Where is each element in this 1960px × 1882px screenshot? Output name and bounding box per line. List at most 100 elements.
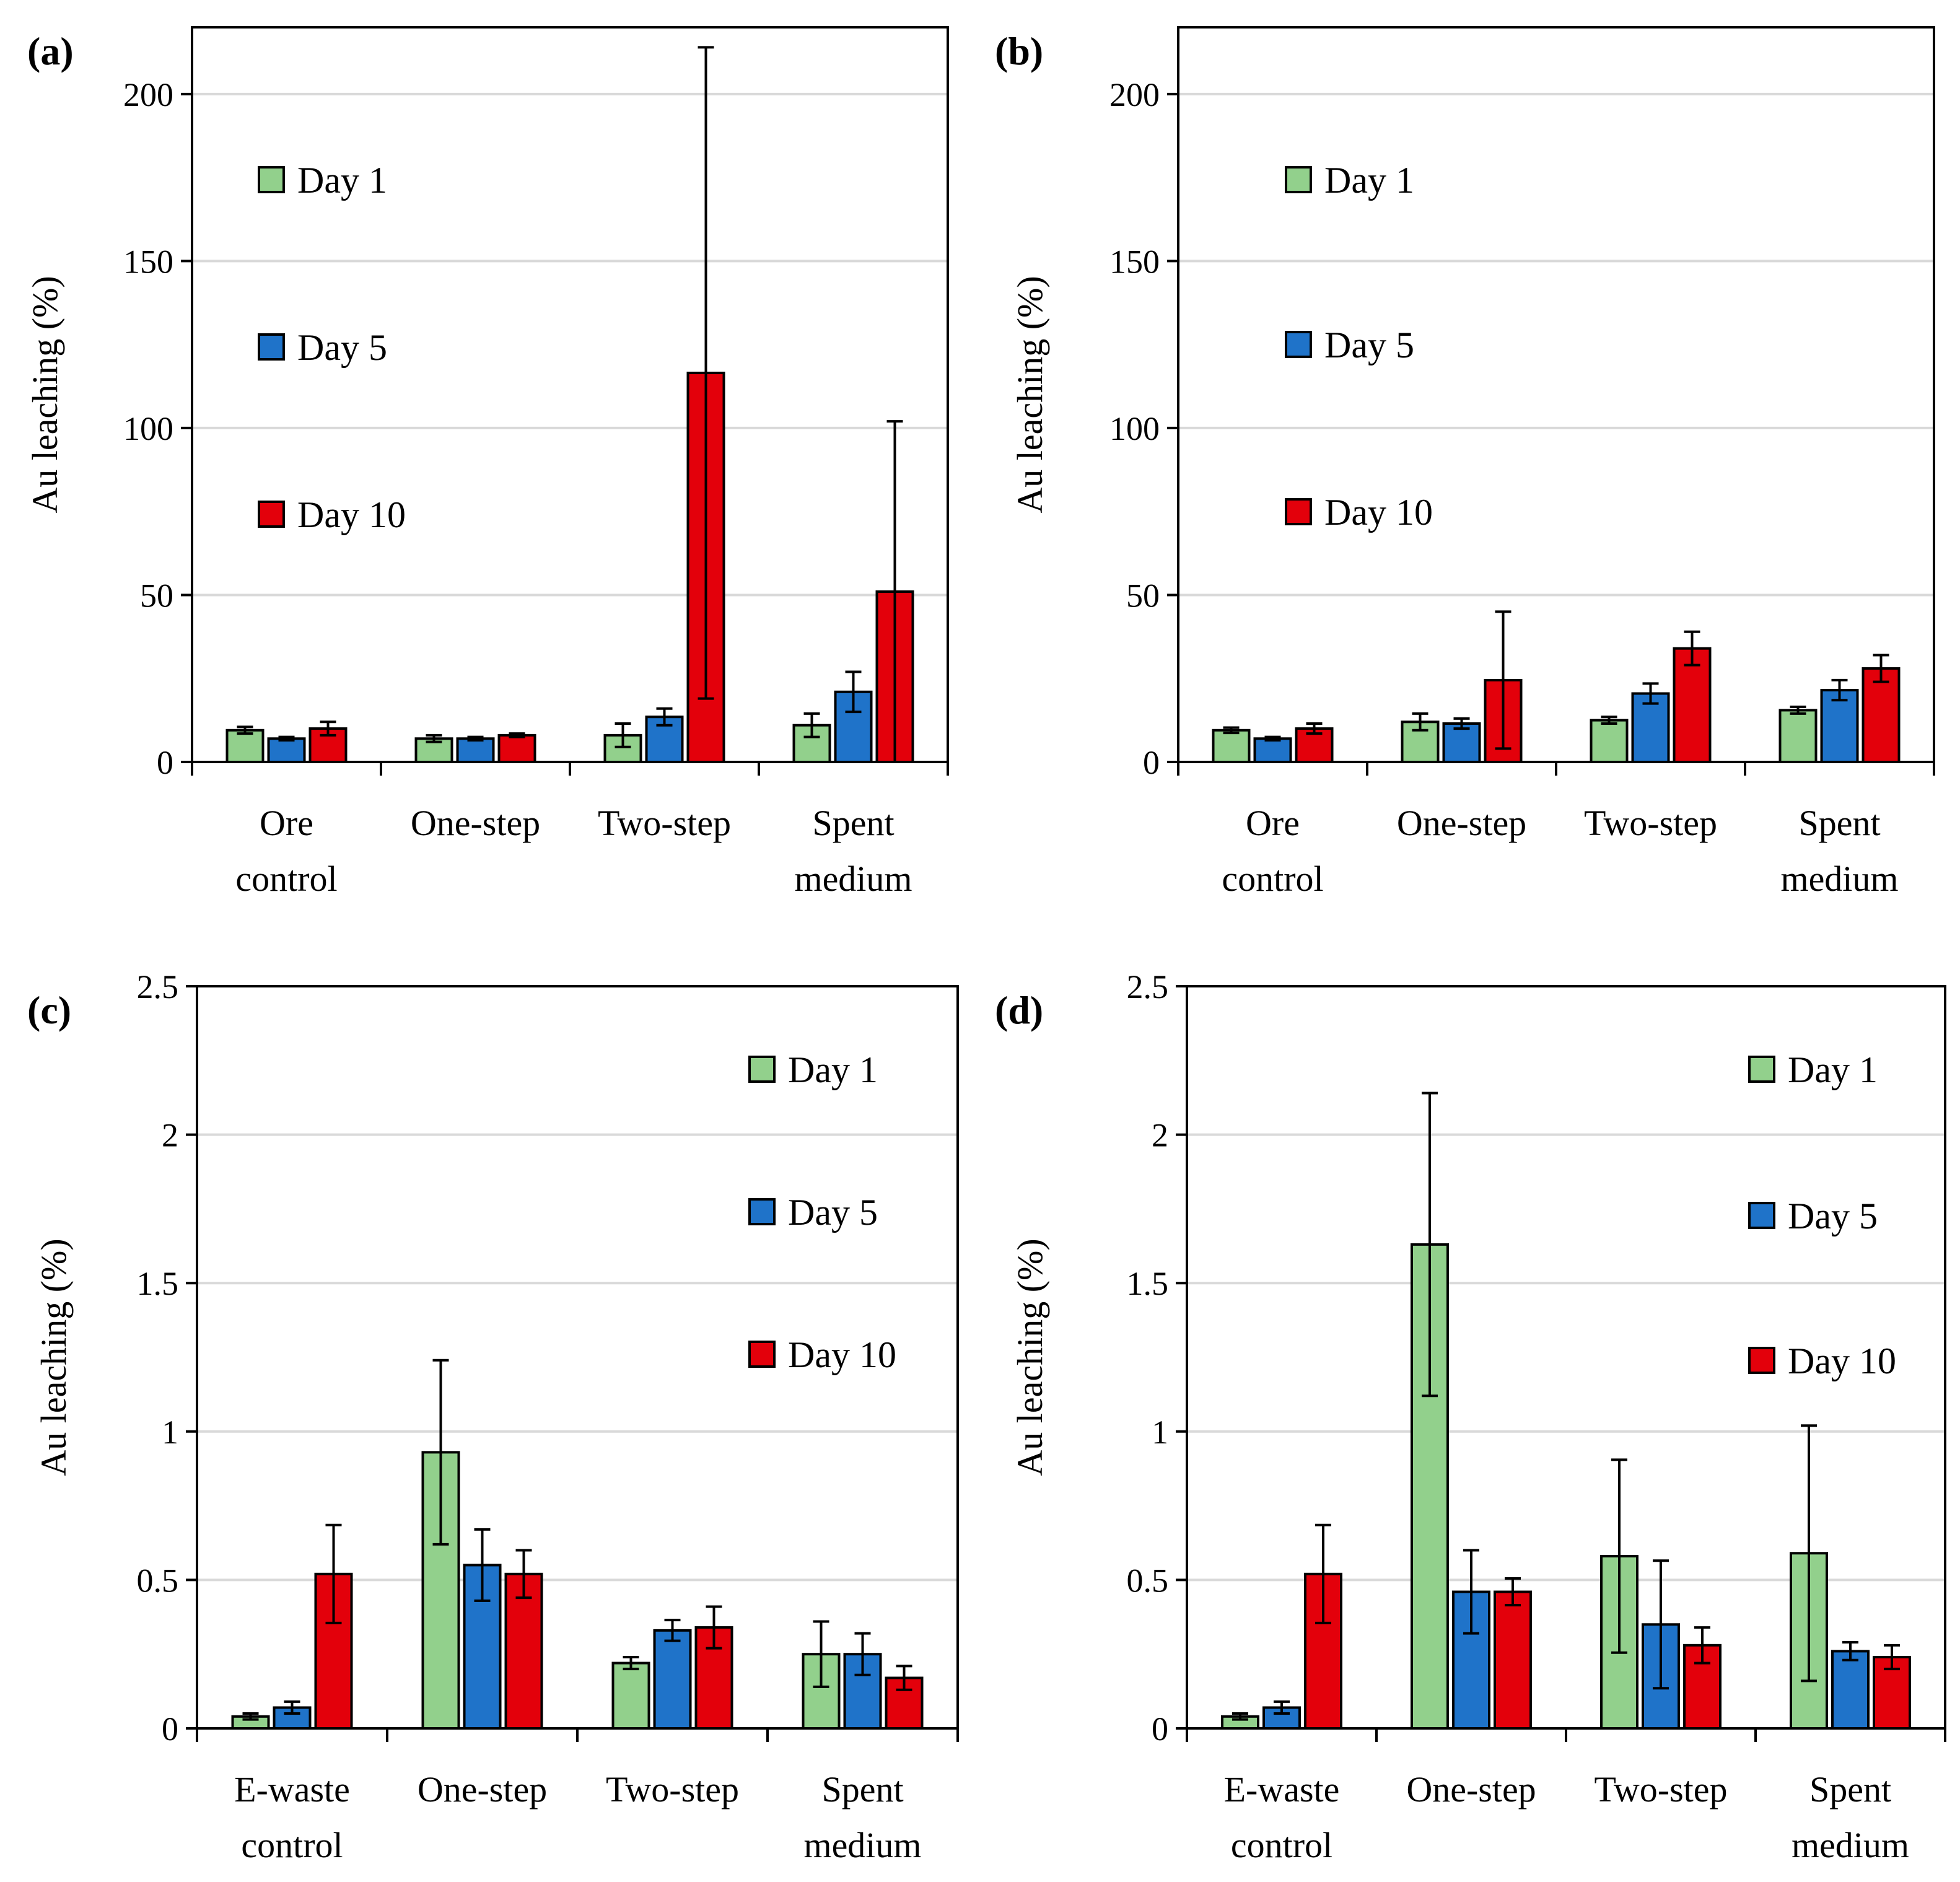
bar-day-5 <box>267 737 306 764</box>
bar-day-5 <box>1820 689 1859 764</box>
legend-swatch-day-5 <box>748 1198 776 1225</box>
category-label: medium <box>1792 1825 1909 1865</box>
legend-label: Day 1 <box>1324 160 1414 201</box>
y-tick-label: 200 <box>123 76 173 113</box>
legend-label: Day 5 <box>788 1192 878 1233</box>
bar-day-1 <box>1411 1243 1449 1730</box>
y-tick-label: 150 <box>1109 243 1160 280</box>
legend-label: Day 5 <box>1324 325 1414 365</box>
bar-day-10 <box>504 1572 543 1730</box>
y-axis-title: Au leaching (%) <box>33 1238 74 1476</box>
category-label: Two-step <box>598 803 731 843</box>
category-label: medium <box>803 1825 921 1865</box>
legend-label: Day 1 <box>788 1049 878 1090</box>
category-label: medium <box>794 859 912 899</box>
legend-swatch-day-5 <box>1285 331 1312 358</box>
y-tick-label: 100 <box>1109 410 1160 447</box>
legend-swatch-day-10 <box>1285 498 1312 525</box>
legend-label: Day 5 <box>1788 1196 1878 1236</box>
y-tick-label: 50 <box>1126 577 1160 614</box>
bar-day-1 <box>225 729 265 764</box>
panel-label: (b) <box>995 29 1043 73</box>
category-label: control <box>241 1825 343 1865</box>
legend-swatch-day-5 <box>1748 1202 1775 1229</box>
legend-swatch-day-10 <box>748 1341 776 1368</box>
y-tick-label: 0 <box>1143 744 1160 781</box>
panel-b: 0 50 100 150 200 Ore control One-step Two-step Sp… <box>995 26 1935 899</box>
category-label: Ore <box>1246 803 1300 843</box>
panel-d: 0 0.5 1 1.5 2 2.5 E-waste control One-step Two-st… <box>995 968 1946 1865</box>
bar-day-10 <box>1873 1655 1911 1730</box>
legend-swatch-day-1 <box>1748 1056 1775 1083</box>
legend-swatch-day-1 <box>258 166 285 193</box>
legend-swatch-day-5 <box>258 333 285 361</box>
category-label: Spent <box>821 1769 903 1810</box>
plot-frame <box>1177 26 1935 763</box>
category-label: Ore <box>260 803 313 843</box>
bar-day-5 <box>1262 1706 1301 1730</box>
y-axis-title: Au leaching (%) <box>25 276 65 513</box>
y-tick-label: 1 <box>1152 1414 1168 1451</box>
y-tick-label: 1.5 <box>137 1265 179 1302</box>
bar-day-10 <box>1862 667 1901 764</box>
legend-label: Day 5 <box>297 327 387 368</box>
y-tick-label: 200 <box>1109 76 1160 113</box>
legend-label: Day 10 <box>1788 1341 1896 1381</box>
plot-frame <box>191 26 949 763</box>
category-label: Spent <box>812 803 894 843</box>
category-label: One-step <box>418 1769 547 1810</box>
y-axis-title: Au leaching (%) <box>1010 1238 1050 1476</box>
panel-label: (c) <box>27 988 71 1032</box>
bar-day-5 <box>1442 722 1481 763</box>
category-label: One-step <box>411 803 540 843</box>
bar-day-1 <box>611 1661 650 1730</box>
y-tick-label: 0.5 <box>137 1562 179 1599</box>
y-tick-label: 0.5 <box>1127 1562 1169 1599</box>
panel-a: 0 50 100 150 200 Ore control One-step Two-step Sp… <box>25 26 949 899</box>
bar-day-1 <box>1212 729 1251 764</box>
legend-swatch-day-1 <box>1285 166 1312 193</box>
y-tick-label: 2 <box>1152 1117 1168 1154</box>
legend-label: Day 10 <box>297 494 406 535</box>
legend-label: Day 10 <box>1324 492 1433 533</box>
bar-day-5 <box>653 1629 692 1730</box>
bar-day-1 <box>1778 709 1818 764</box>
y-tick-label: 0 <box>1152 1710 1168 1748</box>
legend-label: Day 1 <box>297 160 387 201</box>
category-label: One-step <box>1397 803 1526 843</box>
panel-label: (a) <box>27 29 74 73</box>
bar-day-5 <box>456 737 495 764</box>
legend-swatch-day-1 <box>748 1056 776 1083</box>
panel-c: 0 0.5 1 1.5 2 2.5 E-waste control One-step Two-st… <box>27 968 959 1865</box>
y-tick-label: 0 <box>157 744 173 781</box>
category-label: medium <box>1780 859 1898 899</box>
category-label: control <box>235 859 337 899</box>
legend-label: Day 1 <box>1788 1049 1878 1090</box>
bar-day-5 <box>1253 737 1292 764</box>
bar-day-10 <box>497 733 536 763</box>
y-tick-label: 100 <box>123 410 173 447</box>
legend-swatch-day-10 <box>258 501 285 528</box>
y-tick-label: 2.5 <box>137 968 179 1005</box>
y-tick-label: 0 <box>162 1710 178 1748</box>
y-tick-label: 1.5 <box>1127 1265 1169 1302</box>
category-label: Two-step <box>1594 1769 1727 1810</box>
y-tick-label: 1 <box>162 1414 178 1451</box>
bar-day-10 <box>1494 1590 1532 1730</box>
bar-day-10 <box>885 1676 924 1730</box>
category-label: One-step <box>1406 1769 1536 1810</box>
panel-label: (d) <box>995 988 1043 1032</box>
category-label: Two-step <box>1584 803 1717 843</box>
y-tick-label: 50 <box>140 577 173 614</box>
category-label: control <box>1222 859 1323 899</box>
bar-day-1 <box>1590 719 1629 764</box>
bar-day-5 <box>1831 1650 1870 1730</box>
category-label: Spent <box>1798 803 1880 843</box>
y-tick-label: 150 <box>123 243 173 280</box>
category-label: E-waste <box>1224 1769 1340 1810</box>
y-tick-label: 2 <box>162 1117 178 1154</box>
y-axis-title: Au leaching (%) <box>1010 276 1050 513</box>
category-label: E-waste <box>234 1769 350 1810</box>
y-tick-label: 2.5 <box>1127 968 1169 1005</box>
